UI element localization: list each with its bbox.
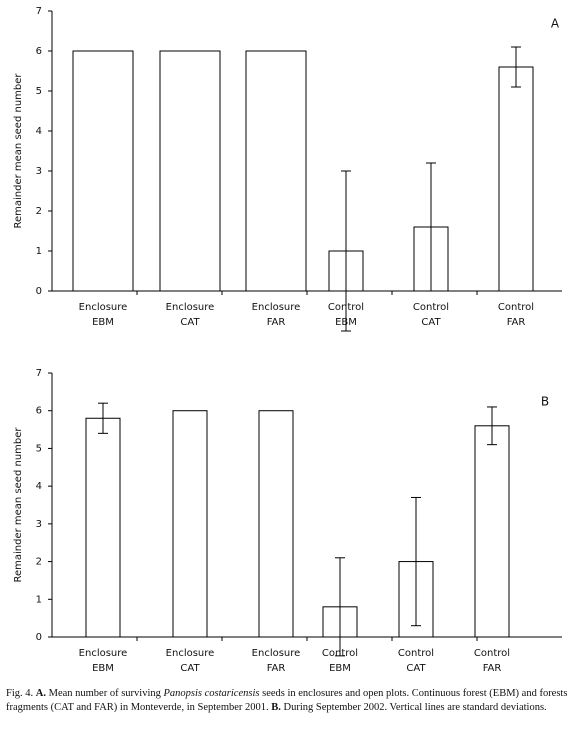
x-tick-label: Control: [413, 302, 449, 313]
x-tick-label: FAR: [483, 663, 502, 674]
x-tick-label: CAT: [406, 663, 426, 674]
y-tick-label: 0: [36, 632, 42, 643]
caption-part: Panopsis costaricensis: [163, 688, 260, 699]
x-tick-label: CAT: [180, 663, 200, 674]
y-tick-label: 3: [36, 519, 42, 530]
x-tick-label: Enclosure: [252, 302, 301, 313]
y-axis-label: Remainder mean seed number: [13, 73, 24, 229]
charts: 0 1 2 3 4 5 6 7 Remainder mean seed number A Enclo…: [13, 6, 562, 674]
x-tick-label: Enclosure: [166, 302, 215, 313]
bar: [498, 66, 534, 292]
caption-part: Mean number of surviving: [45, 688, 164, 699]
bar: [258, 410, 294, 638]
caption-part: seeds in enclosures and open plots. Cont…: [6, 688, 568, 713]
y-tick-label: 5: [36, 86, 42, 97]
x-tick-label: CAT: [421, 317, 441, 328]
x-tick-label: CAT: [180, 317, 200, 328]
x-tick-label: Enclosure: [166, 648, 215, 659]
y-tick-label: 7: [36, 6, 42, 17]
y-tick-label: 4: [36, 481, 42, 492]
bar: [85, 417, 121, 638]
caption-part: A.: [35, 688, 46, 699]
y-tick-label: 6: [36, 46, 42, 57]
x-tick-label: FAR: [267, 663, 286, 674]
x-tick-label: EBM: [329, 663, 351, 674]
x-tick-label: Control: [398, 648, 434, 659]
x-tick-label: Enclosure: [79, 648, 128, 659]
caption: Fig. 4. A. Mean number of surviving Pano…: [6, 687, 574, 715]
panel-label: B: [541, 395, 549, 409]
y-tick-label: 7: [36, 368, 42, 379]
y-tick-label: 3: [36, 166, 42, 177]
bar: [172, 410, 208, 638]
panel-label: A: [551, 17, 560, 31]
x-tick-label: EBM: [92, 663, 114, 674]
bar: [72, 50, 134, 292]
bar: [245, 50, 307, 292]
x-tick-label: Control: [498, 302, 534, 313]
y-tick-label: 2: [36, 557, 42, 568]
y-tick-label: 5: [36, 443, 42, 454]
y-tick-label: 0: [36, 286, 42, 297]
y-tick-label: 6: [36, 406, 42, 417]
bar: [474, 425, 510, 638]
caption-part: During September 2002. Vertical lines ar…: [280, 702, 547, 713]
caption-part: B.: [271, 702, 281, 713]
x-tick-label: FAR: [507, 317, 526, 328]
x-tick-label: Enclosure: [79, 302, 128, 313]
x-tick-label: FAR: [267, 317, 286, 328]
y-axis-label: Remainder mean seed number: [13, 427, 24, 583]
bar: [159, 50, 221, 292]
y-tick-label: 1: [36, 246, 42, 257]
x-tick-label: EBM: [92, 317, 114, 328]
x-tick-label: Enclosure: [252, 648, 301, 659]
caption-part: Fig. 4.: [6, 688, 36, 699]
y-tick-label: 2: [36, 206, 42, 217]
y-tick-label: 1: [36, 594, 42, 605]
x-tick-label: Control: [474, 648, 510, 659]
y-tick-label: 4: [36, 126, 42, 137]
